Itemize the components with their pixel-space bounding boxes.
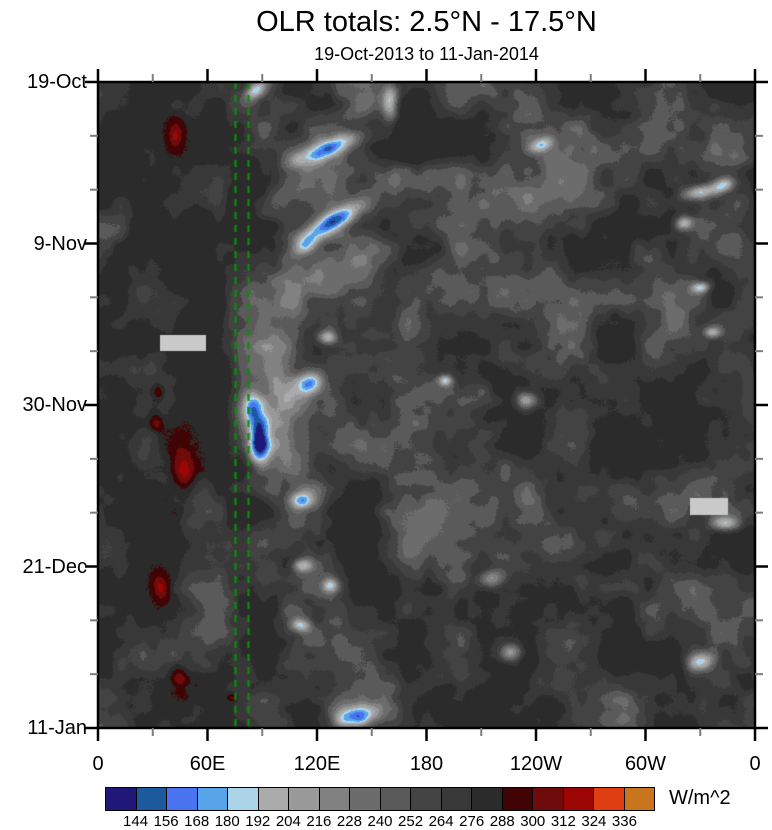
y-axis-tick-label: 30-Nov (22, 394, 87, 416)
colorbar-tick-label: 324 (581, 813, 607, 830)
colorbar-cell (288, 788, 319, 810)
x-axis-tick-label: 180 (409, 753, 444, 775)
colorbar-cell (471, 788, 502, 810)
colorbar-cell (166, 788, 197, 810)
colorbar-tick-label: 252 (398, 813, 424, 830)
colorbar-cell (135, 788, 166, 810)
x-axis-tick-label: 120W (509, 753, 563, 775)
colorbar-cell (196, 788, 227, 810)
colorbar-tick-label: 300 (520, 813, 546, 830)
colorbar-tick-label: 288 (489, 813, 515, 830)
colorbar-tick-label: 216 (306, 813, 332, 830)
colorbar-cell (106, 788, 136, 810)
colorbar-tick-label: 264 (428, 813, 454, 830)
hovmoller-heatmap-canvas (98, 82, 755, 728)
y-axis-tick-label: 9-Nov (33, 232, 87, 255)
colorbar-cell (501, 788, 532, 810)
colorbar-tick-label: 156 (153, 813, 179, 830)
colorbar-tick-label: 180 (214, 813, 240, 830)
colorbar-tick-label: 240 (367, 813, 393, 830)
y-axis-tick-label: 21-Dec (22, 555, 87, 578)
colorbar-cell (532, 788, 563, 810)
page-title: OLR totals: 2.5°N - 17.5°N (256, 6, 597, 38)
colorbar-cell (318, 788, 349, 810)
colorbar (105, 787, 655, 811)
x-axis-tick-label: 60E (189, 753, 226, 775)
colorbar-tick-label: 144 (123, 813, 149, 830)
colorbar-cell (379, 788, 410, 810)
x-axis-tick-label: 60W (624, 753, 667, 775)
colorbar-tick-label: 312 (550, 813, 576, 830)
colorbar-tick-label: 204 (275, 813, 301, 830)
colorbar-tick-label: 168 (184, 813, 210, 830)
colorbar-tick-label: 276 (459, 813, 485, 830)
colorbar-tick-label: 192 (245, 813, 271, 830)
colorbar-tick-label: 228 (336, 813, 362, 830)
colorbar-cell (410, 788, 441, 810)
colorbar-unit-label: W/m^2 (669, 787, 731, 809)
x-axis-tick-label: 120E (293, 753, 341, 775)
colorbar-cell (440, 788, 471, 810)
colorbar-cell (593, 788, 624, 810)
page-subtitle: 19-Oct-2013 to 11-Jan-2014 (314, 44, 539, 64)
x-axis-tick-label: 0 (92, 753, 104, 775)
colorbar-cell (227, 788, 258, 810)
colorbar-cell (623, 788, 654, 810)
colorbar-cell (257, 788, 288, 810)
colorbar-tick-label: 336 (611, 813, 637, 830)
x-axis-tick-label: 0 (749, 753, 761, 775)
colorbar-cell (349, 788, 380, 810)
colorbar-cell (562, 788, 593, 810)
y-axis-tick-label: 19-Oct (26, 71, 87, 93)
y-axis-tick-label: 11-Jan (27, 717, 87, 739)
